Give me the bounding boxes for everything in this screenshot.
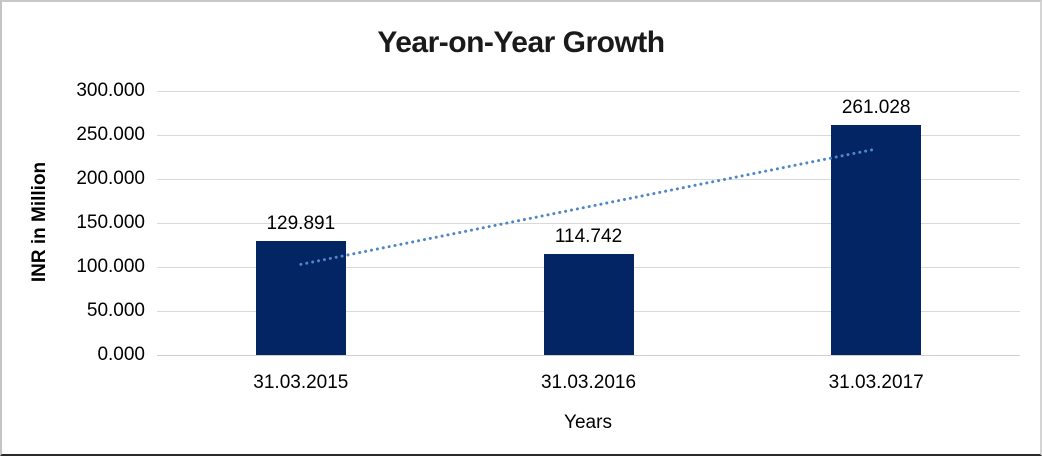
gridline [157,135,1020,136]
y-tick-label: 150.000 [76,212,145,233]
y-tick-label: 50.000 [86,300,145,321]
y-tick-label: 200.000 [76,168,145,189]
y-tick-label: 250.000 [76,124,145,145]
bar [543,254,634,355]
x-tick-label: 31.03.2016 [540,372,637,393]
gridline [157,355,1020,356]
bar [255,240,346,355]
x-tick-label: 31.03.2015 [253,372,349,393]
y-axis-title: INR in Million [29,161,50,283]
x-tick-label: 31.03.2017 [828,372,924,393]
bar [831,125,922,355]
chart-title: Year-on-Year Growth [377,26,665,59]
y-tick-label: 100.000 [76,256,145,277]
y-tick-label: 300.000 [76,80,145,101]
bar-value-label: 114.742 [554,226,623,248]
bar-value-label: 129.891 [266,212,336,234]
y-tick-label: 0.000 [97,344,145,365]
gridline [157,91,1020,92]
bar-value-label: 261.028 [841,97,911,119]
x-axis-title: Years [564,412,612,433]
